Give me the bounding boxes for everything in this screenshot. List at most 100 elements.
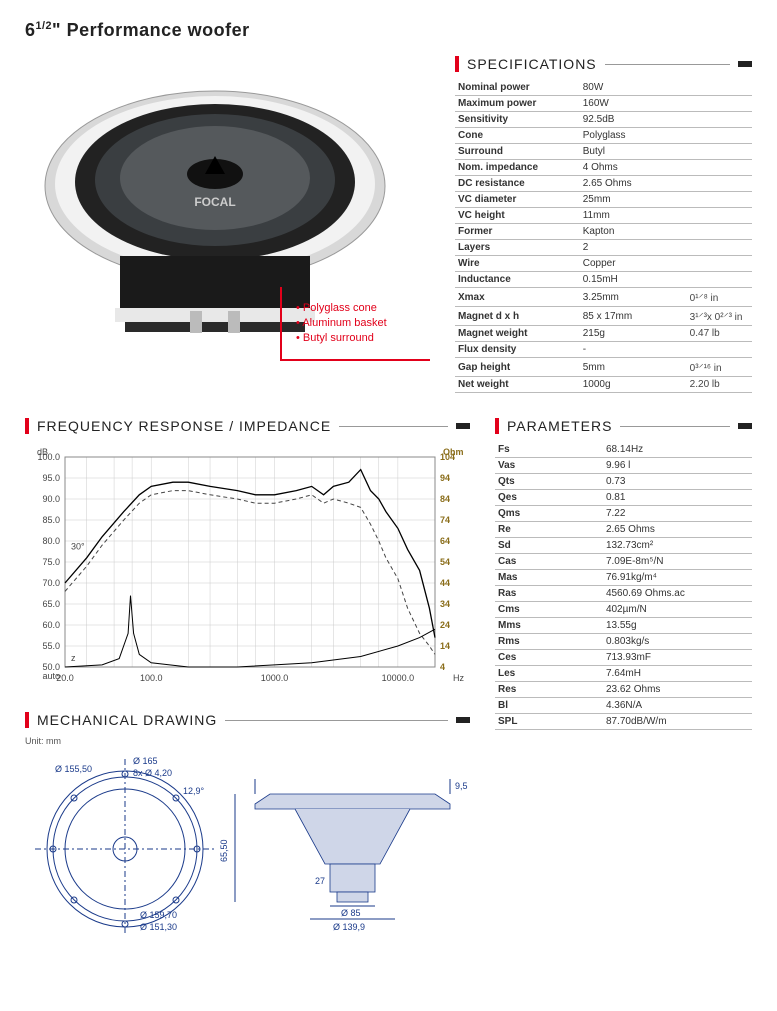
mid-row: FREQUENCY RESPONSE / IMPEDANCE 50.055.06… (25, 418, 752, 937)
svg-text:1000.0: 1000.0 (261, 673, 289, 683)
specs-column: SPECIFICATIONS Nominal power80WMaximum p… (455, 56, 752, 393)
table-row: Nominal power80W (455, 80, 752, 96)
table-row: Qts0.73 (495, 474, 752, 490)
params-header: PARAMETERS (495, 418, 752, 434)
svg-text:FOCAL: FOCAL (194, 195, 235, 209)
table-row: Mms13.55g (495, 618, 752, 634)
table-row: SPL87.70dB/W/m (495, 714, 752, 730)
table-row: DC resistance2.65 Ohms (455, 176, 752, 192)
table-row: Rms0.803kg/s (495, 634, 752, 650)
svg-text:44: 44 (440, 578, 450, 588)
frequency-column: FREQUENCY RESPONSE / IMPEDANCE 50.055.06… (25, 418, 470, 937)
feature-item: Polyglass cone (296, 302, 422, 314)
table-row: Cms402µm/N (495, 602, 752, 618)
params-title: PARAMETERS (507, 418, 612, 434)
specs-title: SPECIFICATIONS (467, 56, 597, 72)
table-row: Qms7.22 (495, 506, 752, 522)
svg-text:Ohm: Ohm (443, 447, 464, 457)
frequency-chart: 50.055.060.065.070.075.080.085.090.095.0… (25, 442, 470, 692)
svg-text:10000.0: 10000.0 (382, 673, 415, 683)
table-row: Inductance0.15mH (455, 272, 752, 288)
feature-item: Aluminum basket (296, 317, 422, 329)
svg-text:z: z (71, 653, 76, 663)
mech-title: MECHANICAL DRAWING (37, 712, 217, 728)
unit-label: Unit: mm (25, 736, 470, 746)
svg-text:64: 64 (440, 536, 450, 546)
freq-header: FREQUENCY RESPONSE / IMPEDANCE (25, 418, 470, 434)
feature-item: Butyl surround (296, 332, 422, 344)
table-row: Ras4560.69 Ohms.ac (495, 586, 752, 602)
svg-text:Hz: Hz (453, 673, 464, 683)
mech-header: MECHANICAL DRAWING (25, 712, 470, 728)
table-row: Res23.62 Ohms (495, 682, 752, 698)
table-row: VC diameter25mm (455, 192, 752, 208)
svg-text:Ø 139,9: Ø 139,9 (333, 922, 365, 932)
features-box: Polyglass cone Aluminum basket Butyl sur… (280, 287, 430, 361)
svg-text:65.0: 65.0 (42, 599, 60, 609)
product-area: FOCAL Polyglass cone Aluminum basket But… (25, 56, 430, 361)
svg-text:Ø 155,50: Ø 155,50 (55, 764, 92, 774)
freq-title: FREQUENCY RESPONSE / IMPEDANCE (37, 418, 331, 434)
svg-text:27: 27 (315, 876, 325, 886)
svg-text:65,50: 65,50 (219, 839, 229, 862)
svg-text:55.0: 55.0 (42, 641, 60, 651)
table-row: Les7.64mH (495, 666, 752, 682)
svg-text:14: 14 (440, 641, 450, 651)
table-row: Cas7.09E-8m⁵/N (495, 554, 752, 570)
svg-text:4: 4 (440, 662, 445, 672)
svg-text:20.0: 20.0 (56, 673, 74, 683)
svg-text:8x Ø 4,20: 8x Ø 4,20 (133, 768, 172, 778)
table-row: Bl4.36N/A (495, 698, 752, 714)
svg-text:24: 24 (440, 620, 450, 630)
table-row: Gap height5mm0³⸍¹⁶ in (455, 358, 752, 377)
svg-text:dB: dB (37, 447, 48, 457)
table-row: Sd132.73cm² (495, 538, 752, 554)
product-column: FOCAL Polyglass cone Aluminum basket But… (25, 56, 430, 393)
svg-text:12,9°: 12,9° (183, 786, 205, 796)
svg-text:80.0: 80.0 (42, 536, 60, 546)
table-row: Nom. impedance4 Ohms (455, 160, 752, 176)
svg-text:75.0: 75.0 (42, 557, 60, 567)
svg-text:100.0: 100.0 (140, 673, 163, 683)
svg-text:90.0: 90.0 (42, 494, 60, 504)
svg-text:94: 94 (440, 473, 450, 483)
table-row: Sensitivity92.5dB (455, 112, 752, 128)
svg-text:74: 74 (440, 515, 450, 525)
table-row: Xmax3.25mm0¹⸍⁸ in (455, 288, 752, 307)
svg-text:9,5: 9,5 (455, 781, 468, 791)
specs-header: SPECIFICATIONS (455, 56, 752, 72)
table-row: Fs68.14Hz (495, 442, 752, 458)
table-row: Layers2 (455, 240, 752, 256)
svg-text:Ø 85: Ø 85 (341, 908, 361, 918)
svg-text:85.0: 85.0 (42, 515, 60, 525)
mechanical-section: MECHANICAL DRAWING Unit: mm Ø 165 (25, 712, 470, 937)
table-row: Vas9.96 l (495, 458, 752, 474)
svg-text:60.0: 60.0 (42, 620, 60, 630)
svg-text:Ø 159,70: Ø 159,70 (140, 910, 177, 920)
table-row: Ces713.93mF (495, 650, 752, 666)
table-row: Magnet weight215g0.47 lb (455, 326, 752, 342)
svg-text:30°: 30° (71, 541, 85, 551)
svg-text:70.0: 70.0 (42, 578, 60, 588)
page-title: 61/2" Performance woofer (25, 20, 752, 41)
params-table: Fs68.14HzVas9.96 lQts0.73Qes0.81Qms7.22R… (495, 442, 752, 730)
svg-text:Ø 151,30: Ø 151,30 (140, 922, 177, 932)
table-row: Qes0.81 (495, 490, 752, 506)
svg-text:95.0: 95.0 (42, 473, 60, 483)
table-row: Net weight1000g2.20 lb (455, 377, 752, 393)
table-row: FormerKapton (455, 224, 752, 240)
table-row: Maximum power160W (455, 96, 752, 112)
svg-text:84: 84 (440, 494, 450, 504)
svg-text:34: 34 (440, 599, 450, 609)
mechanical-drawing: Ø 165 8x Ø 4,20 Ø 155,50 12,9° Ø 159,70 … (25, 754, 470, 934)
table-row: WireCopper (455, 256, 752, 272)
svg-text:54: 54 (440, 557, 450, 567)
table-row: Mas76.91kg/m⁴ (495, 570, 752, 586)
table-row: VC height11mm (455, 208, 752, 224)
table-row: Magnet d x h85 x 17mm3¹⸍³x 0²⸍³ in (455, 307, 752, 326)
parameters-column: PARAMETERS Fs68.14HzVas9.96 lQts0.73Qes0… (495, 418, 752, 937)
svg-text:Ø 165: Ø 165 (133, 756, 158, 766)
table-row: Re2.65 Ohms (495, 522, 752, 538)
table-row: Flux density- (455, 342, 752, 358)
specs-table: Nominal power80WMaximum power160WSensiti… (455, 80, 752, 393)
